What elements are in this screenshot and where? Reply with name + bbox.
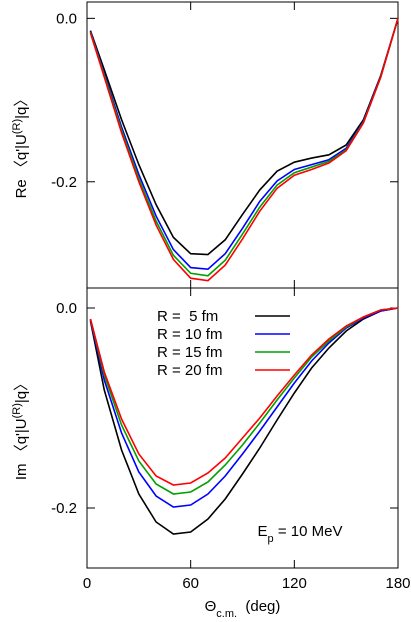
y-axis-label-sup: (R): [11, 119, 23, 134]
y-tick-label: 0.0: [56, 10, 77, 27]
y-axis-label: Re 〈q'|U(R)|q〉: [11, 92, 30, 199]
x-axis-label-main: Θ: [205, 598, 217, 615]
plot-frame: [86, 287, 399, 569]
x-tick-label: 120: [282, 575, 307, 592]
y-axis-label-sup: (R): [11, 403, 23, 418]
legend-label: R = 10 fm: [157, 326, 222, 343]
y-axis-label-main: Im 〈q'|U: [13, 418, 30, 480]
plot-frame: [86, 1, 399, 289]
legend-label: R = 5 fm: [157, 308, 218, 325]
x-axis-label-end: (deg): [237, 598, 280, 615]
series-line: [89, 18, 399, 256]
series-line: [89, 307, 399, 535]
legend-label: R = 20 fm: [157, 362, 222, 379]
y-axis-label-end: |q〉: [13, 92, 30, 119]
legend-label: R = 15 fm: [157, 344, 222, 361]
y-axis-label-main: Re 〈q'|U: [13, 134, 30, 198]
y-axis-label-end: |q〉: [13, 376, 30, 403]
series-line: [89, 307, 399, 486]
y-axis-label: Im 〈q'|U(R)|q〉: [11, 376, 30, 480]
x-tick-label: 0: [83, 575, 91, 592]
x-tick-label: 180: [385, 575, 410, 592]
annotation-end: = 10 MeV: [274, 523, 343, 540]
series-line: [89, 18, 399, 282]
series-line: [89, 307, 399, 508]
y-tick-label: 0.0: [56, 300, 77, 317]
series-line: [89, 18, 399, 271]
annotation-sub: p: [268, 533, 274, 545]
annotation-main: E: [258, 523, 268, 540]
x-axis-label: Θc.m. (deg): [205, 598, 281, 620]
x-tick-label: 60: [182, 575, 199, 592]
y-tick-label: -0.2: [51, 500, 77, 517]
x-axis-label-sub: c.m.: [216, 608, 237, 620]
annotation: Ep = 10 MeV: [258, 523, 343, 545]
y-tick-label: -0.2: [51, 174, 77, 191]
